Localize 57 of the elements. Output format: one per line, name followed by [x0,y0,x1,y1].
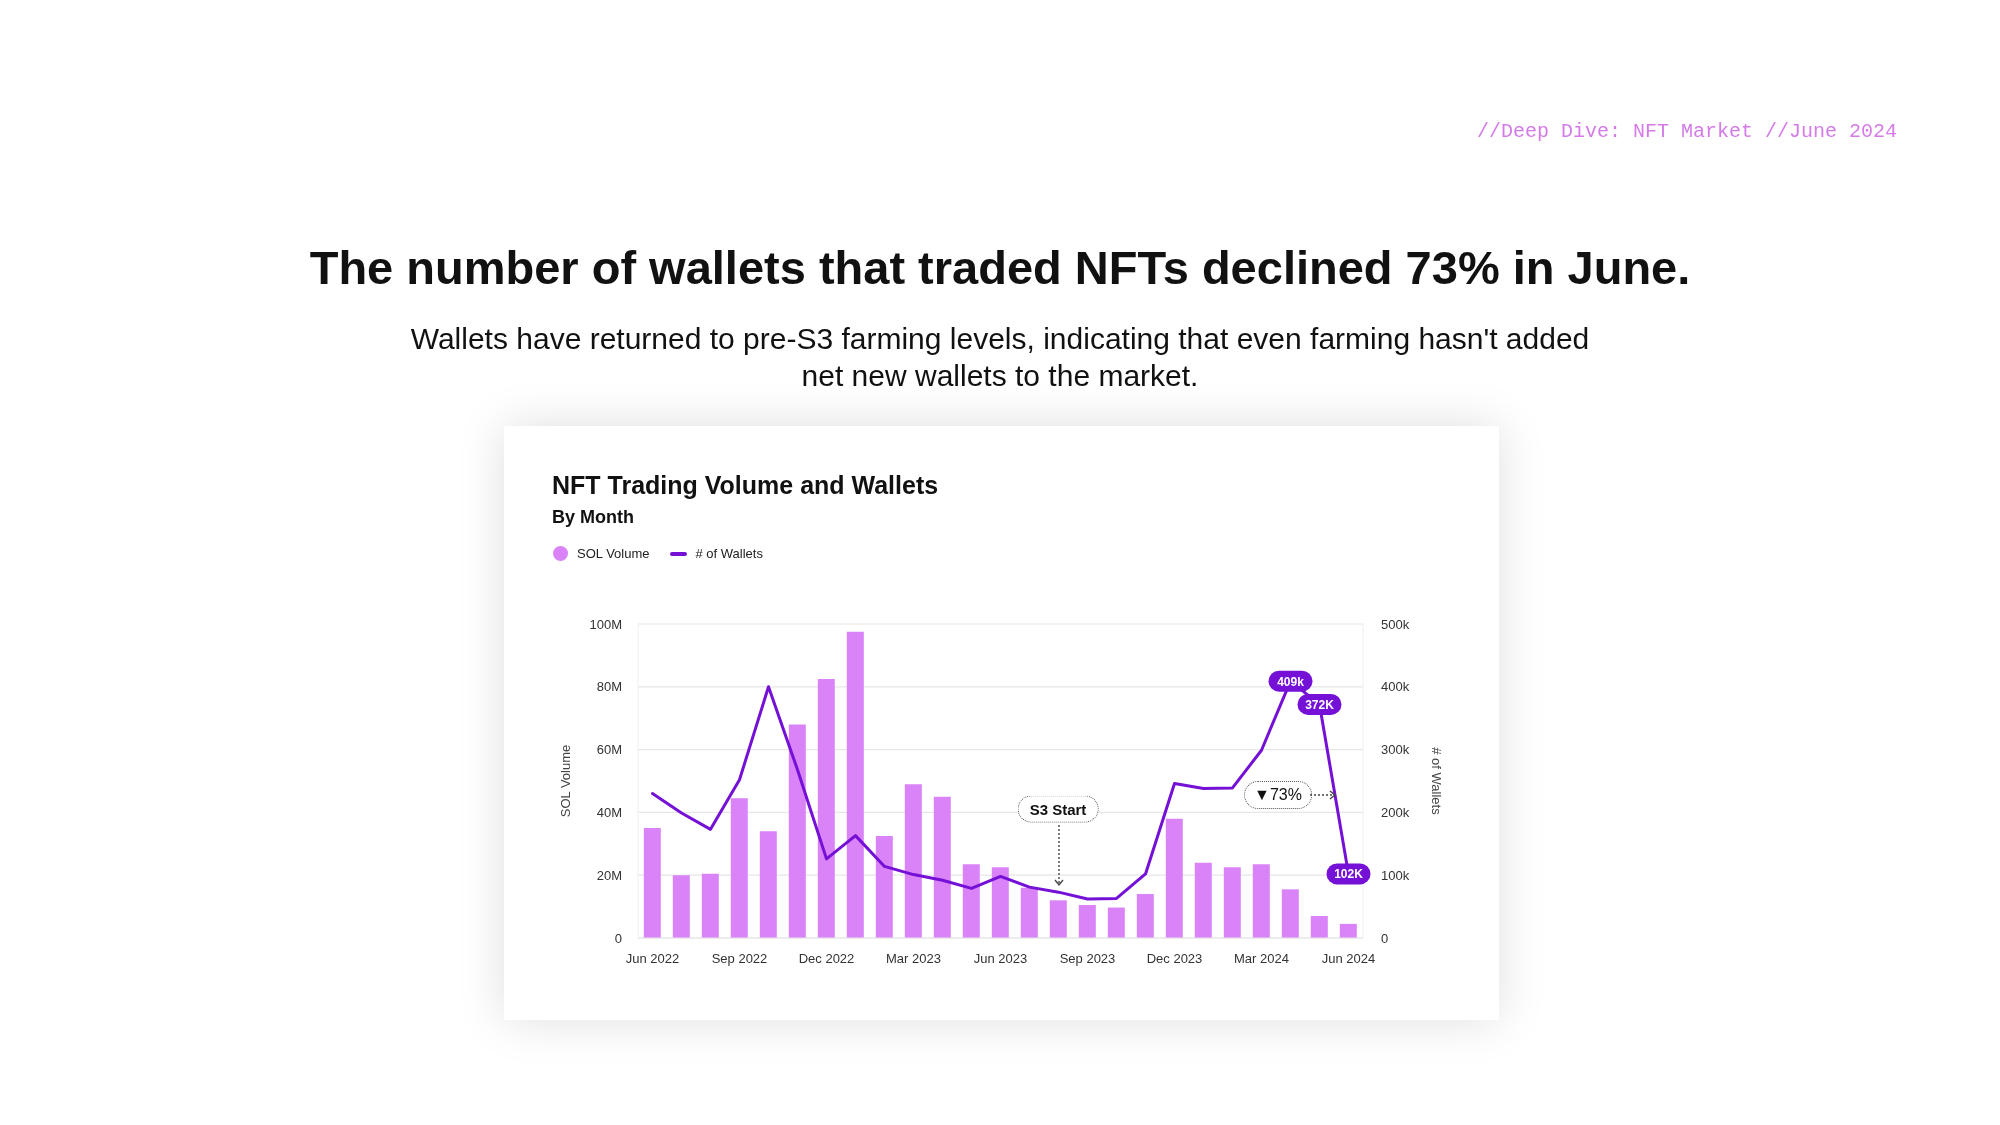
bar [730,798,748,938]
bar [1252,864,1270,938]
bar [1165,818,1183,938]
y2-tick-label: 100k [1381,867,1410,883]
chart-subtitle: By Month [552,507,634,528]
bar [1339,923,1357,938]
x-tick-label: Mar 2024 [1234,951,1289,967]
bar [817,678,835,938]
bar [933,796,951,938]
x-tick-label: Jun 2022 [625,951,680,967]
bar [1194,862,1212,938]
x-tick-label: Dec 2023 [1146,951,1203,967]
y-tick-label: 100M [589,616,622,632]
x-tick-label: Jun 2024 [1321,951,1376,967]
bar [1136,894,1154,938]
bar [1049,900,1067,938]
bar [875,835,893,938]
bar [962,864,980,938]
bar [1223,867,1241,938]
bar [788,724,806,938]
y2-tick-label: 200k [1381,805,1410,821]
text: Wallets have returned to pre-S3 farming levels, indicating that even farming hasn't added net new wallets to the market. [409,321,1591,394]
bar [904,784,922,938]
bar [1281,889,1299,938]
bar [1020,887,1038,938]
y2-axis-title: # of Wallets [1428,747,1444,815]
bar [672,875,690,938]
y2-tick-label: 400k [1381,679,1410,695]
y-tick-label: 60M [596,742,622,758]
y-tick-label: 80M [596,679,622,695]
y2-tick-label: 500k [1381,616,1410,632]
bar [846,631,864,938]
text: The number of wallets that traded NFTs declined 73% in June. [308,240,1692,295]
y-tick-label: 0 [614,930,622,946]
x-tick-label: Jun 2023 [973,951,1028,967]
legend-label: # of Wallets [695,546,763,561]
text: //Deep Dive: NFT Market //June 2024 [1476,120,1897,143]
y-tick-label: 40M [596,805,622,821]
x-tick-label: Sep 2022 [711,951,768,967]
bar [701,873,719,938]
chart-title: NFT Trading Volume and Wallets [552,471,939,500]
x-tick-label: Mar 2023 [886,951,941,967]
bar [991,867,1009,938]
y-axis-title: SOL Volume [557,744,573,818]
legend-label: SOL Volume [577,546,650,561]
y-tick-label: 20M [596,867,622,883]
y2-tick-label: 300k [1381,742,1410,758]
x-tick-label: Dec 2022 [798,951,855,967]
x-tick-label: Sep 2023 [1059,951,1116,967]
bar [643,828,661,938]
bar [1107,907,1125,938]
bar [1078,905,1096,938]
bar [1310,916,1328,938]
annotation: ▼73% [1244,781,1312,809]
bar [759,831,777,938]
annotation: S3 Start [1017,795,1099,823]
y2-tick-label: 0 [1381,930,1389,946]
